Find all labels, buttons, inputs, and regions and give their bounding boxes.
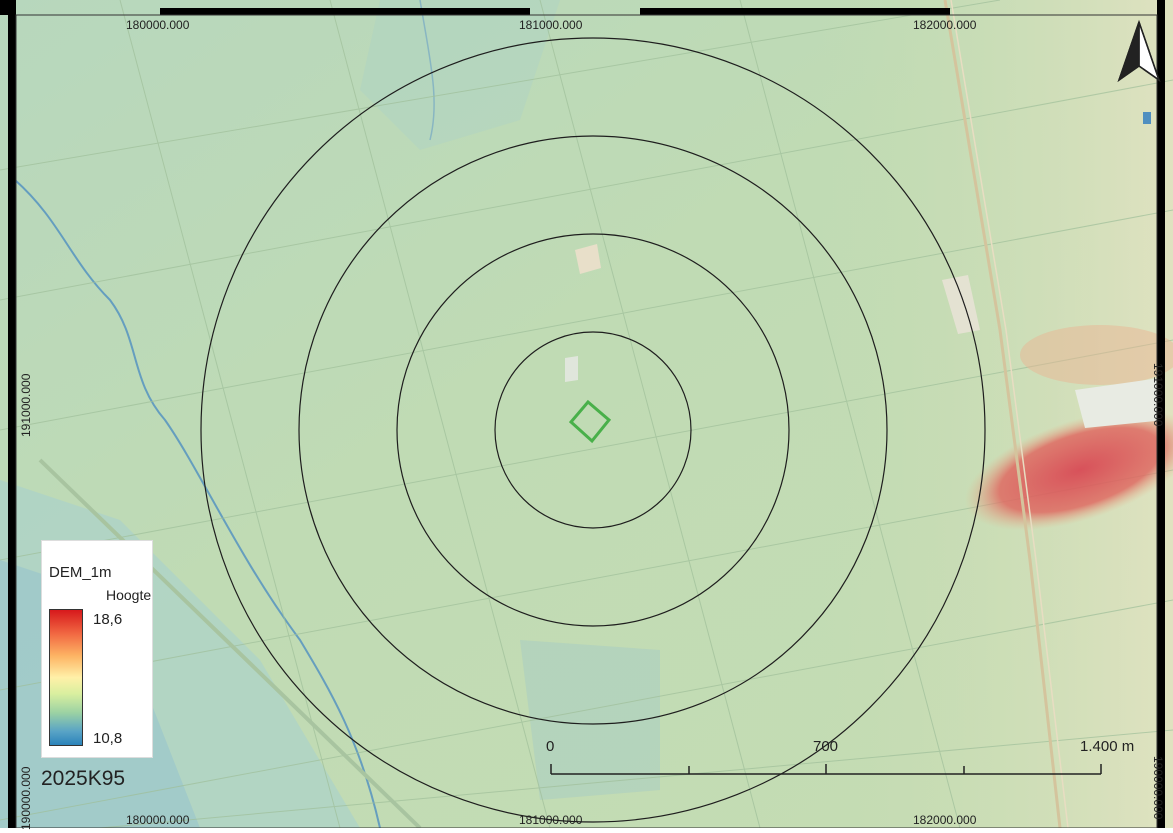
grid-label-x-bottom: 181000.000 — [519, 813, 583, 827]
buffer-ring-4 — [200, 37, 986, 823]
road-southwest — [38, 458, 422, 830]
grid-label-x-bottom: 182000.000 — [913, 813, 977, 827]
scalebar-label-mid: 700 — [813, 738, 839, 755]
legend-min-value: 10,8 — [93, 730, 123, 747]
grid-label-y-right: 190000.000 — [1151, 756, 1165, 820]
excavation-area — [1075, 378, 1165, 428]
map-legend: DEM_1m Hoogte 18,6 10,8 — [41, 540, 153, 758]
buffer-ring-2 — [396, 233, 790, 627]
grid-label-x-top: 181000.000 — [519, 18, 583, 32]
grid-label-y-right: 191000.000 — [1151, 363, 1165, 427]
buffer-rings — [200, 37, 986, 823]
terrain-lowland-north — [360, 0, 560, 150]
legend-subtitle: Hoogte — [106, 587, 152, 603]
road-north-south — [943, 0, 1062, 829]
road-north-south-edge — [950, 0, 1069, 829]
stream-north — [419, 0, 435, 141]
highland-slope — [1020, 325, 1173, 385]
building-north — [575, 244, 601, 274]
stream-west — [14, 179, 381, 829]
grid-label-y-left: 190000.000 — [19, 766, 33, 830]
scalebar — [550, 764, 1102, 775]
north-arrow-icon — [1117, 19, 1161, 82]
legend-title: DEM_1m — [49, 564, 112, 581]
grid-label-x-top: 180000.000 — [126, 18, 190, 32]
legend-color-ramp — [49, 609, 83, 746]
legend-max-value: 18,6 — [93, 611, 123, 628]
grid-label-y-left: 191000.000 — [19, 373, 33, 437]
study-site-outline — [568, 399, 612, 444]
buffer-ring-3 — [298, 135, 888, 725]
scalebar-label-end: 1.400 m — [1080, 738, 1135, 755]
map-id-label: 2025K95 — [41, 767, 126, 790]
terrain-lowland-south — [520, 640, 660, 800]
buffer-ring-1 — [494, 331, 692, 529]
building-east — [942, 275, 980, 334]
grid-label-x-top: 182000.000 — [913, 18, 977, 32]
building-center — [565, 356, 578, 382]
water-basin — [1143, 112, 1151, 124]
scalebar-label-start: 0 — [546, 738, 555, 755]
grid-label-x-bottom: 180000.000 — [126, 813, 190, 827]
